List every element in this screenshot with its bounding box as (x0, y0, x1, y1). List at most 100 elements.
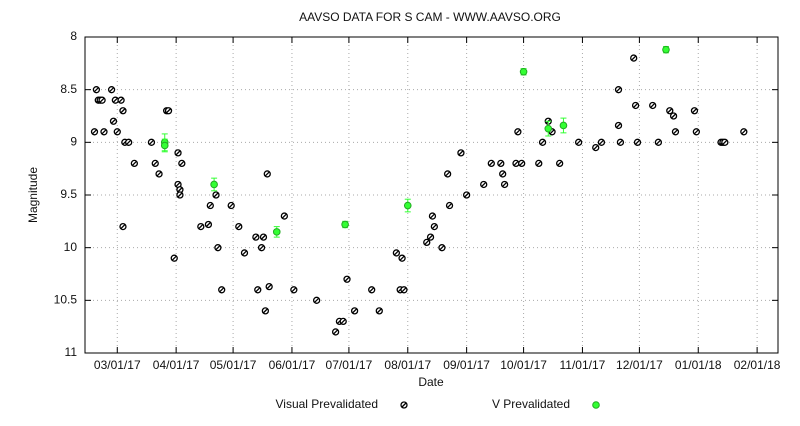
point-slash (177, 192, 183, 198)
point-slash (93, 87, 99, 93)
legend-marker (592, 401, 600, 409)
data-point (368, 286, 376, 294)
point-slash (464, 192, 470, 198)
point-slash (112, 97, 118, 103)
data-point (721, 138, 729, 146)
data-point (214, 244, 222, 252)
y-tick-label: 8 (70, 29, 77, 43)
x-axis-label: Date (418, 375, 444, 389)
point-slash (722, 139, 728, 145)
y-tick-label: 10.5 (54, 293, 78, 307)
data-point (218, 286, 226, 294)
point-slash (481, 182, 487, 187)
point-slash (228, 203, 234, 208)
data-point (535, 159, 543, 168)
point-slash (291, 287, 297, 293)
data-point (90, 128, 99, 136)
data-point (499, 170, 507, 178)
point-slash (598, 139, 604, 145)
point-slash (171, 255, 177, 261)
data-point (227, 201, 235, 210)
data-point (178, 159, 186, 168)
point-slash (156, 171, 162, 177)
point-slash (92, 129, 97, 135)
data-point (170, 254, 178, 262)
data-point (117, 96, 125, 104)
data-point (690, 107, 699, 115)
data-point (662, 45, 670, 54)
y-tick-label: 10 (64, 240, 78, 254)
data-point (518, 159, 526, 168)
point-slash (667, 108, 673, 114)
data-point (339, 317, 347, 326)
x-tick-label: 07/01/17 (326, 358, 373, 372)
data-point (630, 54, 638, 62)
point-marker (272, 228, 281, 236)
data-point (597, 138, 606, 146)
point-slash (340, 318, 346, 324)
data-point (556, 159, 564, 168)
x-tick-label: 01/01/18 (675, 358, 722, 372)
point-slash (399, 255, 405, 261)
point-marker (210, 180, 218, 189)
point-slash (536, 160, 542, 166)
data-point (616, 138, 625, 146)
point-slash (458, 150, 464, 156)
data-point (462, 191, 471, 199)
point-slash (488, 160, 494, 166)
point-slash (519, 160, 525, 166)
data-point (212, 191, 220, 199)
point-slash (352, 308, 358, 314)
data-point (457, 149, 465, 157)
data-point (519, 67, 528, 76)
x-tick-label: 12/01/17 (616, 358, 663, 372)
data-point (403, 201, 412, 210)
y-tick-label: 8.5 (60, 82, 77, 96)
data-point (263, 170, 271, 178)
data-point (147, 138, 156, 146)
point-slash (673, 129, 678, 135)
data-point (312, 296, 321, 304)
data-point (100, 128, 108, 136)
x-tick-label: 10/01/17 (500, 358, 547, 372)
data-point (614, 86, 623, 94)
data-point (176, 191, 184, 199)
data-point (261, 307, 270, 315)
point-slash (114, 129, 120, 135)
data-point (240, 249, 249, 257)
y-tick-label: 11 (65, 345, 78, 359)
x-tick-label: 09/01/17 (443, 358, 490, 372)
data-point (259, 233, 268, 241)
data-point (252, 233, 260, 241)
x-tick-label: 02/01/18 (734, 358, 781, 372)
point-slash (428, 234, 434, 240)
point-slash (692, 108, 697, 114)
data-point (272, 228, 281, 236)
data-point (92, 86, 101, 94)
point-slash (431, 224, 437, 230)
data-point (445, 201, 454, 210)
data-point (119, 222, 127, 231)
data-point (443, 170, 452, 178)
chart-title: AAVSO DATA FOR S CAM - WWW.AAVSO.ORG (299, 10, 561, 24)
point-slash (401, 287, 407, 293)
point-slash (109, 87, 115, 93)
point-slash (259, 245, 265, 251)
legend-swatch (592, 401, 600, 409)
point-slash (631, 55, 637, 61)
point-slash (120, 108, 126, 114)
point-slash (242, 250, 247, 256)
data-point (109, 117, 118, 125)
data-point (111, 96, 120, 104)
point-marker (160, 141, 169, 150)
legend-label: V Prevalidated (492, 397, 570, 411)
data-point (125, 138, 133, 146)
data-point (174, 149, 182, 157)
point-slash (152, 160, 158, 166)
data-point (669, 112, 678, 120)
point-slash (635, 139, 640, 145)
y-axis-label: Magnitude (26, 167, 40, 223)
point-slash (502, 182, 508, 187)
point-slash (177, 187, 183, 193)
